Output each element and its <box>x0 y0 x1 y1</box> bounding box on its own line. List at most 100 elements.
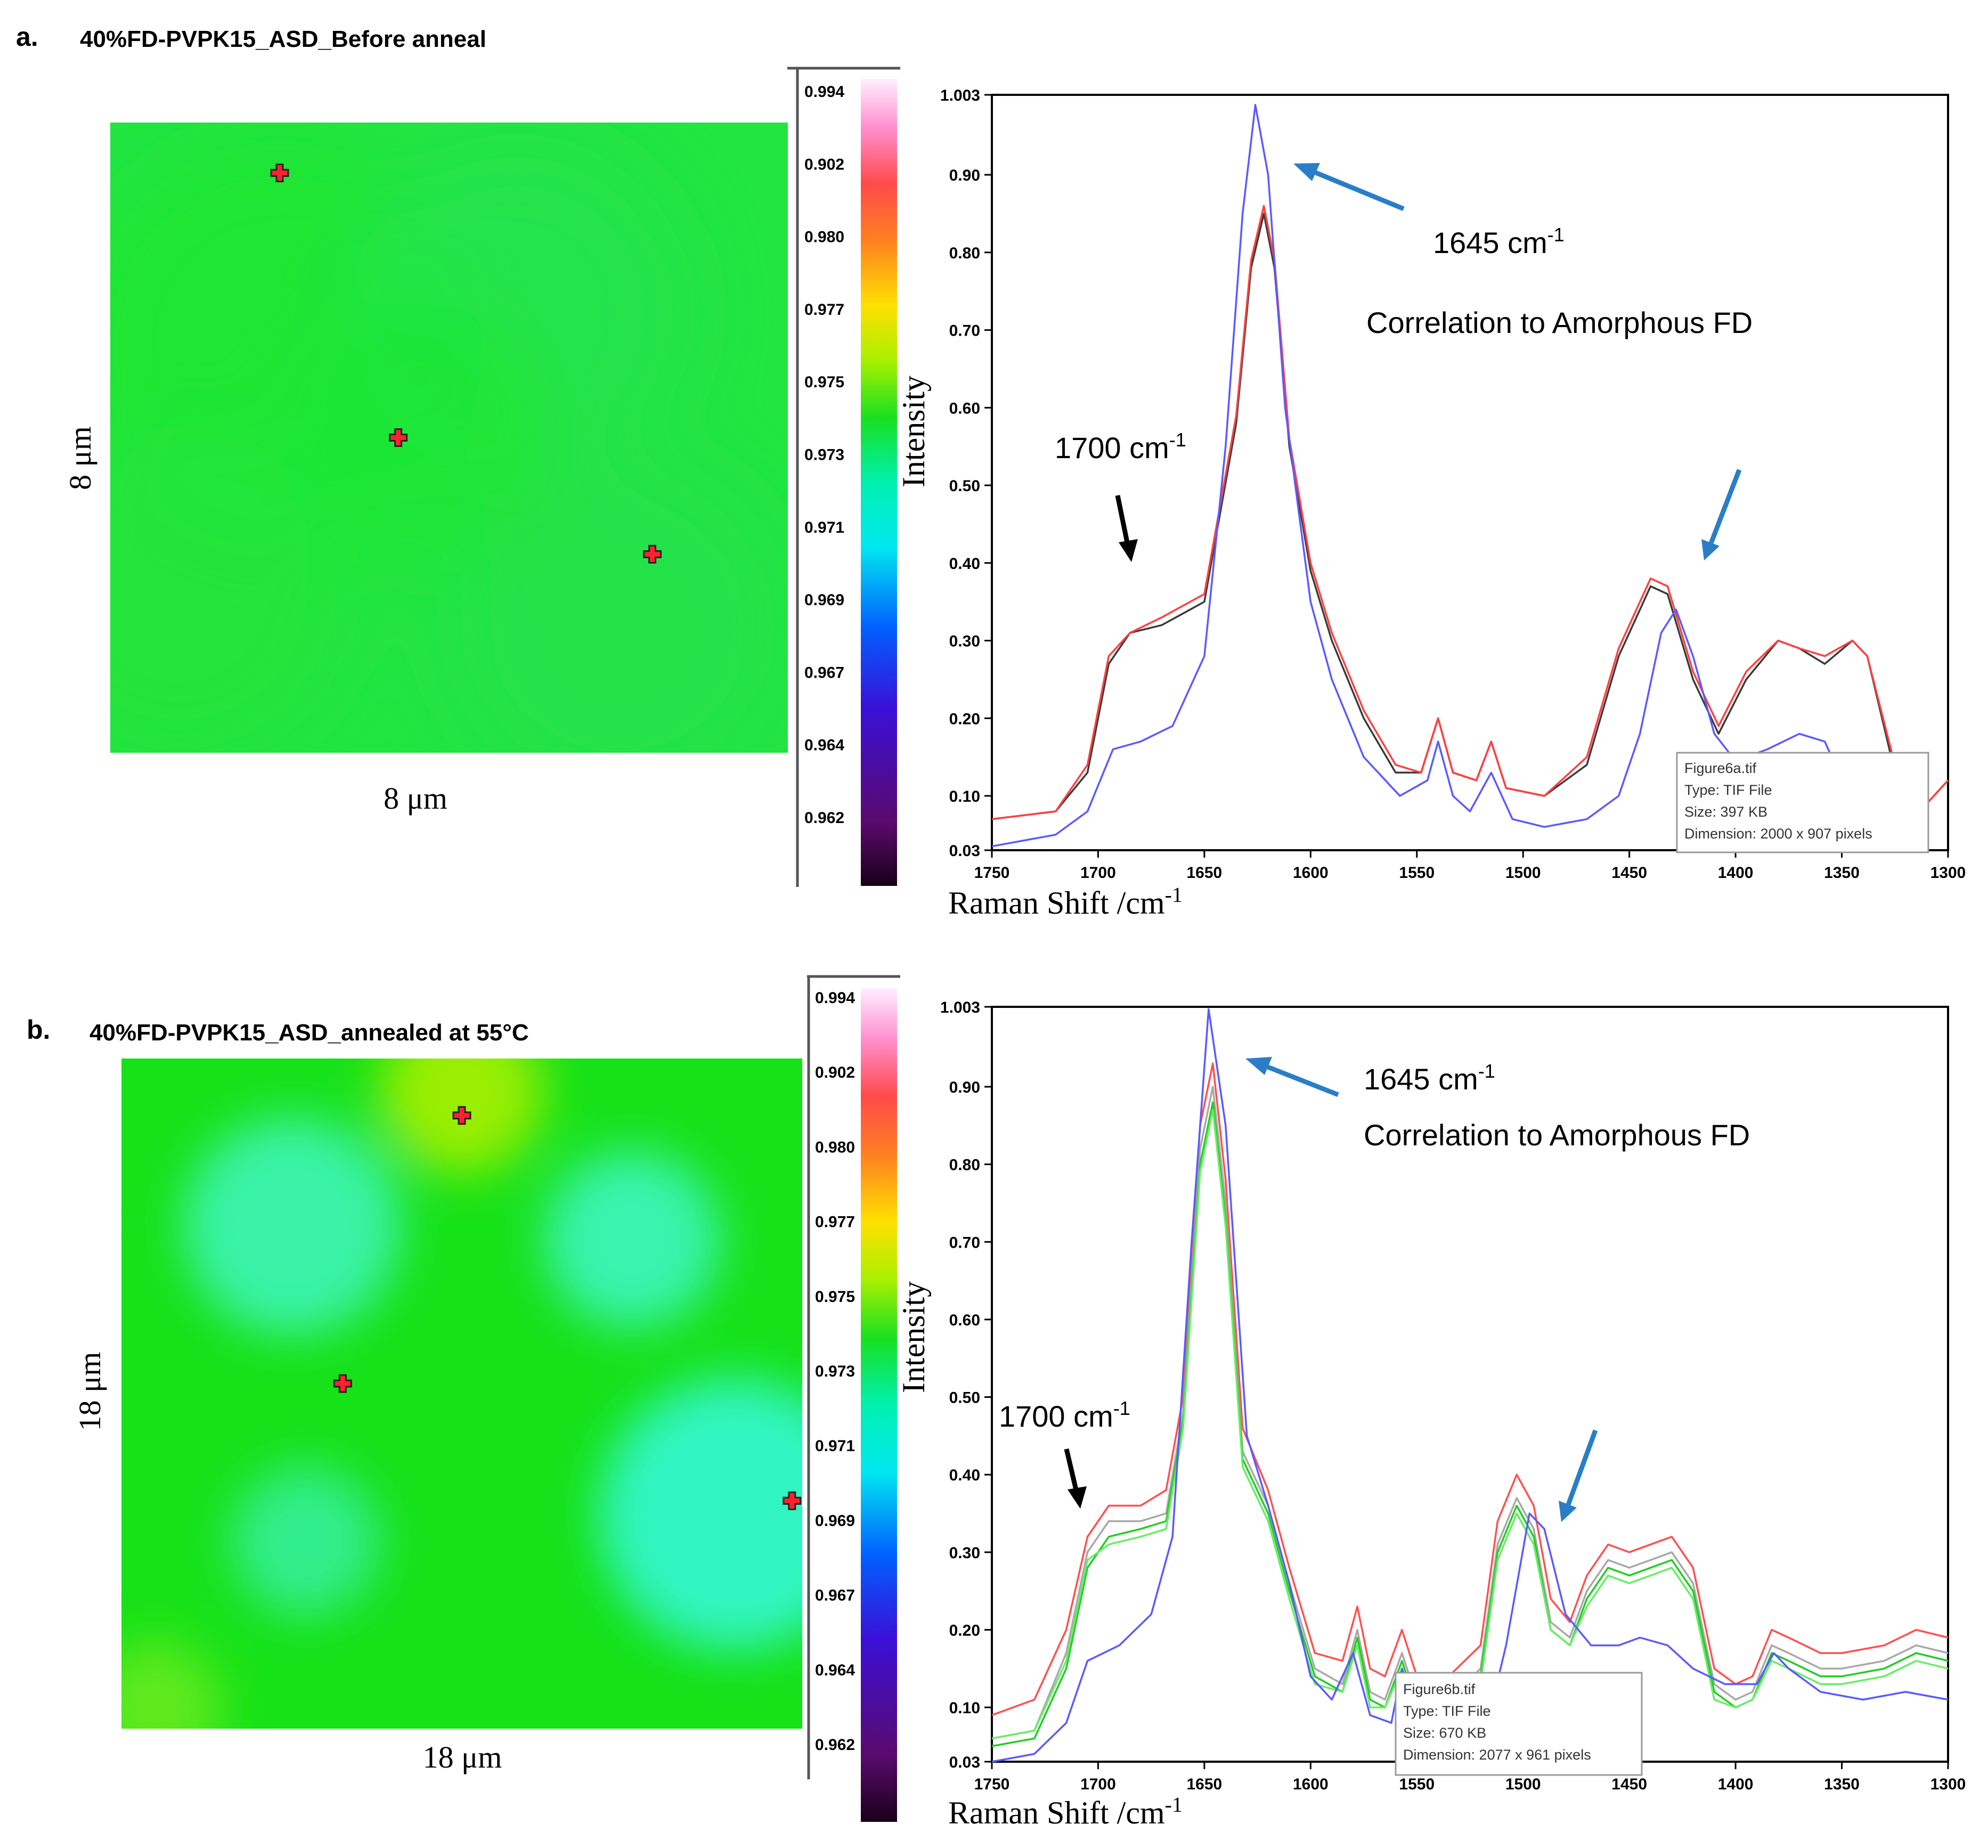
x-tick-label: 1750 <box>974 864 1010 882</box>
x-tick-label: 1300 <box>1930 1776 1966 1793</box>
raman-map: 18 μm 18 μm <box>72 1059 802 1774</box>
map-marker <box>783 1491 802 1510</box>
y-tick-label: 0.60 <box>949 400 980 417</box>
tooltip-size: Size: 397 KB <box>1684 804 1767 820</box>
map-field <box>110 140 788 753</box>
y-tick-label: 0.03 <box>949 1754 980 1771</box>
x-tick-label: 1350 <box>1824 864 1860 882</box>
y-tick-label: 0.80 <box>949 245 980 262</box>
panel-label: b. <box>27 1015 50 1045</box>
x-axis-label-main: Raman Shift /cm <box>948 1795 1165 1830</box>
x-tick-label: 1500 <box>1505 864 1541 882</box>
annotation-1645-sup: -1 <box>1478 1060 1495 1082</box>
annotation-correlation: Correlation to Amorphous FD <box>1366 306 1753 339</box>
colorbar-frame <box>787 67 900 887</box>
colorbar-label: 0.969 <box>804 591 844 609</box>
y-tick-label: 0.50 <box>949 1389 980 1407</box>
file-tooltip: Figure6b.tif Type: TIF File Size: 670 KB… <box>1395 1672 1643 1776</box>
x-tick-label: 1650 <box>1187 864 1223 882</box>
map-width-label: 8 μm <box>384 781 447 816</box>
tooltip-dimension: Dimension: 2077 x 961 pixels <box>1403 1747 1591 1763</box>
colorbar-label: 0.902 <box>815 1064 855 1081</box>
x-tick-label: 1550 <box>1399 864 1435 882</box>
x-tick-label: 1450 <box>1611 1776 1647 1793</box>
arrow-1645 <box>1245 1057 1339 1097</box>
colorbar-label: 0.964 <box>815 1662 855 1679</box>
spectrum-chart: 1750 1700 1650 1600 1550 1500 1450 1400 1350 1300… <box>896 87 1966 921</box>
series-lines <box>991 104 1949 848</box>
colorbar-label: 0.975 <box>804 373 844 391</box>
x-axis-label-main: Raman Shift /cm <box>948 885 1165 921</box>
annotation-1700-main: 1700 cm <box>999 1399 1113 1433</box>
series-line-grey <box>991 1086 1949 1740</box>
colorbar-label: 0.994 <box>815 989 855 1007</box>
map-marker <box>643 544 662 564</box>
y-tick-label: 0.90 <box>949 167 980 184</box>
y-tick-label: 0.70 <box>949 322 980 340</box>
colorbar-label: 0.973 <box>815 1363 855 1380</box>
annotation-1645-sup: -1 <box>1547 224 1565 246</box>
annotation-1700: 1700 cm-1 <box>1055 429 1186 465</box>
colorbar-gradient <box>861 988 897 1822</box>
colorbar-label: 0.969 <box>815 1512 855 1529</box>
y-tick-label: 0.03 <box>949 842 980 860</box>
x-tick-label: 1300 <box>1930 864 1966 882</box>
series-line-blue <box>991 104 1885 848</box>
tooltip-box <box>1395 1672 1643 1776</box>
map-marker <box>333 1374 352 1393</box>
x-tick-label: 1750 <box>974 1776 1010 1793</box>
colorbar-label: 0.967 <box>815 1587 855 1605</box>
colorbar-gradient <box>861 79 897 886</box>
x-tick-label: 1600 <box>1293 1776 1329 1793</box>
colorbar-label: 0.977 <box>804 301 844 319</box>
map-intensity-blob <box>449 457 788 753</box>
map-height-label: 18 μm <box>72 1352 107 1431</box>
file-tooltip: Figure6a.tif Type: TIF File Size: 397 KB… <box>1676 752 1929 853</box>
plot-area <box>991 94 1949 851</box>
raman-map: 8 μm 8 μm <box>63 123 788 816</box>
y-tick-label: 0.40 <box>949 1467 980 1484</box>
colorbar-label: 0.973 <box>804 446 844 464</box>
x-axis-label-sup: -1 <box>1165 883 1183 907</box>
colorbar-frame <box>807 975 900 1779</box>
arrow-1430 <box>1701 469 1742 560</box>
arrow-1700 <box>1115 495 1138 562</box>
annotation-correlation: Correlation to Amorphous FD <box>1364 1118 1750 1152</box>
x-tick-label: 1400 <box>1718 1776 1754 1793</box>
y-axis-label: Intensity <box>896 1281 931 1393</box>
annotation-1645-main: 1645 cm <box>1433 226 1547 259</box>
colorbar-labels: 0.994 0.902 0.980 0.977 0.975 0.973 0.971 0.969… <box>815 989 855 1754</box>
y-tick-label: 0.30 <box>949 633 980 650</box>
map-marker <box>452 1106 471 1125</box>
annotation-1645: 1645 cm-1 <box>1433 224 1565 259</box>
tooltip-filename: Figure6a.tif <box>1684 760 1757 776</box>
x-tick-label: 1600 <box>1293 864 1329 882</box>
y-tick-label: 0.20 <box>949 710 980 728</box>
y-tick-label: 0.60 <box>949 1312 980 1329</box>
colorbar: 0.994 0.902 0.980 0.977 0.975 0.973 0.971 0.969… <box>787 67 900 887</box>
x-tick-label: 1550 <box>1399 1776 1435 1793</box>
map-marker <box>389 428 408 447</box>
y-tick-label: 0.80 <box>949 1157 980 1174</box>
map-intensity-blob <box>543 1151 721 1328</box>
axis-ticks: 1750 1700 1650 1600 1550 1500 1450 1400 1350 1300… <box>940 87 1966 882</box>
tooltip-box <box>1676 752 1929 853</box>
colorbar-label: 0.964 <box>804 737 844 754</box>
tooltip-filename: Figure6b.tif <box>1403 1681 1476 1697</box>
colorbar-label: 0.994 <box>804 83 844 101</box>
colorbar-labels: 0.994 0.902 0.980 0.977 0.975 0.973 0.971 0.969… <box>804 83 844 827</box>
x-tick-label: 1400 <box>1718 864 1754 882</box>
x-tick-label: 1700 <box>1080 1776 1116 1793</box>
y-tick-label: 0.10 <box>949 788 980 805</box>
tooltip-type: Type: TIF File <box>1403 1703 1491 1719</box>
panel-title: 40%FD-PVPK15_ASD_annealed at 55°C <box>89 1020 529 1046</box>
map-height-label: 8 μm <box>63 426 97 490</box>
map-intensity-blob <box>598 1378 802 1650</box>
axis-ticks: 1750 1700 1650 1600 1550 1500 1450 1400 1350 1300… <box>940 999 1966 1793</box>
map-intensity-blob <box>230 1466 380 1616</box>
series-line-red <box>991 205 1949 820</box>
map-intensity-blob <box>280 302 551 573</box>
x-tick-label: 1450 <box>1611 864 1647 882</box>
colorbar-label: 0.980 <box>804 229 844 246</box>
x-axis-label: Raman Shift /cm-1 <box>948 883 1183 921</box>
